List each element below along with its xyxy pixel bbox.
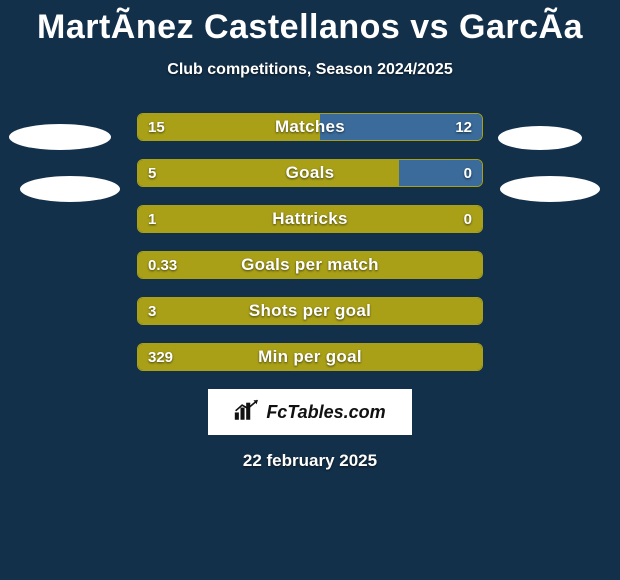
stat-value-left: 0.33 [148,252,177,278]
brand-text: FcTables.com [266,402,385,423]
stat-value-left: 329 [148,344,173,370]
brand-icon [234,399,260,426]
stat-value-right: 12 [455,114,472,140]
stat-value-left: 5 [148,160,156,186]
subtitle: Club competitions, Season 2024/2025 [0,61,620,79]
stat-row: Goals5 0 [137,159,483,187]
stat-value-right: 0 [464,206,472,232]
stat-value-left: 1 [148,206,156,232]
stat-label: Hattricks [138,206,482,232]
brand-badge: FcTables.com [208,389,412,435]
stat-row: Goals per match0.33 [137,251,483,279]
stat-value-right: 0 [464,160,472,186]
stat-row: Min per goal329 [137,343,483,371]
stat-row: Shots per goal3 [137,297,483,325]
page-title: MartÃnez Castellanos vs GarcÃa [0,0,620,47]
stat-value-left: 3 [148,298,156,324]
accent-ellipse [9,124,111,150]
stat-row: Hattricks1 0 [137,205,483,233]
comparison-card: MartÃnez Castellanos vs GarcÃa Club comp… [0,0,620,580]
stat-label: Goals [138,160,482,186]
accent-ellipse [498,126,582,150]
stat-label: Matches [138,114,482,140]
date-text: 22 february 2025 [0,451,620,471]
stat-label: Shots per goal [138,298,482,324]
stat-label: Min per goal [138,344,482,370]
stat-bars: Matches1512Goals50Hattricks10Goals per m… [0,113,620,371]
accent-ellipse [500,176,600,202]
stat-value-left: 15 [148,114,165,140]
accent-ellipse [20,176,120,202]
stat-label: Goals per match [138,252,482,278]
stat-row: Matches15 12 [137,113,483,141]
